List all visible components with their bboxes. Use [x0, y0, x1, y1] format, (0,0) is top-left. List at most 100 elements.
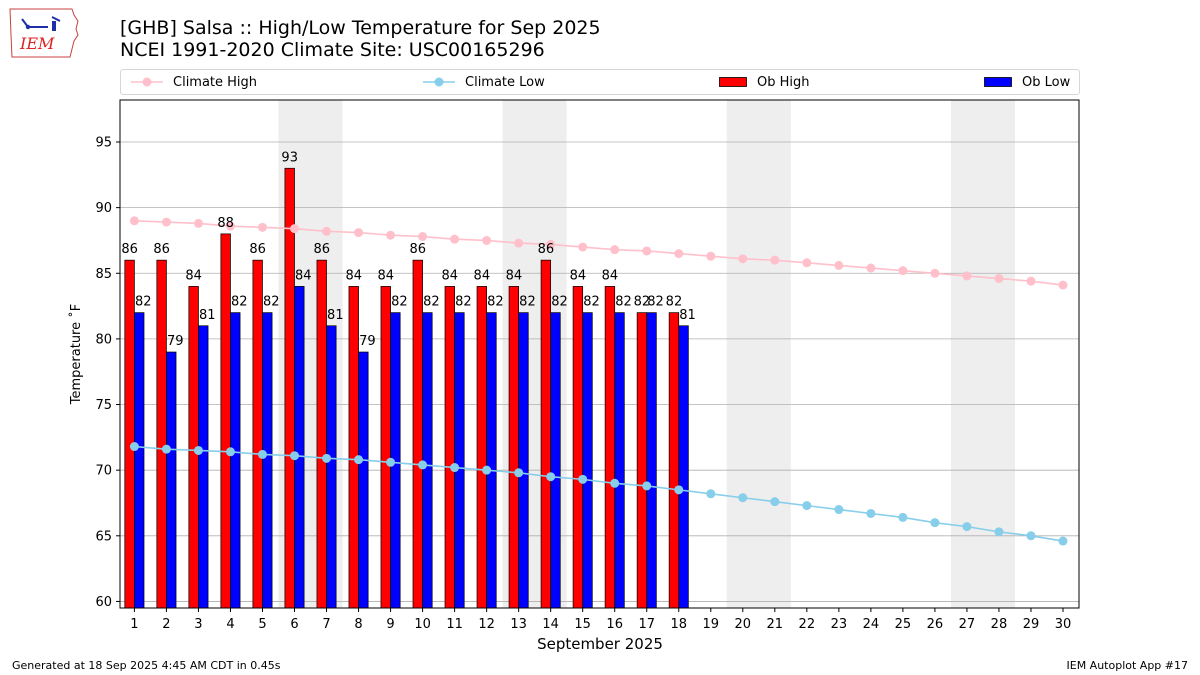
legend-label-climate-high: Climate High	[173, 74, 258, 90]
ob-low-value-label: 79	[167, 334, 184, 349]
ob-high-bar	[220, 233, 231, 609]
ob-low-value-label: 82	[231, 295, 248, 310]
ob-high-value-label: 84	[602, 268, 619, 283]
climate-low-point	[770, 497, 780, 507]
x-tick-label: 23	[831, 617, 848, 632]
ob-low-bar	[294, 286, 305, 609]
y-tick-label: 90	[95, 201, 112, 216]
ob-high-bar	[476, 286, 487, 609]
climate-high-point	[866, 263, 876, 273]
climate-low-point	[225, 447, 235, 457]
footer-app-text: IEM Autoplot App #17	[1066, 659, 1189, 672]
ob-low-value-label: 81	[679, 308, 696, 323]
ob-low-value-label: 82	[583, 295, 600, 310]
ob-low-bar	[678, 325, 689, 609]
climate-low-point	[930, 518, 940, 528]
y-tick-label: 95	[95, 136, 112, 151]
climate-lines	[129, 216, 1068, 546]
x-tick-label: 25	[895, 617, 912, 632]
legend-item-climate-low: Climate Low	[423, 70, 545, 94]
ob-high-bar	[156, 259, 167, 609]
gridlines	[120, 141, 1079, 602]
ob-low-bar	[230, 312, 241, 609]
climate-high-point	[578, 242, 588, 252]
climate-low-point	[642, 481, 652, 491]
climate-low-point	[322, 453, 332, 463]
x-tick-label: 1	[130, 617, 138, 632]
climate-low-point	[386, 457, 396, 467]
ob-high-value-label: 84	[345, 268, 362, 283]
climate-low-point	[674, 485, 684, 495]
iem-logo: IEM	[8, 5, 82, 61]
ob-high-value-label: 88	[217, 216, 234, 231]
ob-low-bar	[134, 312, 145, 609]
x-tick-label: 21	[767, 617, 784, 632]
climate-low-point	[738, 493, 748, 503]
climate-low-point	[610, 478, 620, 488]
ob-low-value-label: 82	[551, 295, 568, 310]
climate-high-point	[770, 255, 780, 265]
ob-high-value-label: 82	[666, 295, 683, 310]
ob-low-value-label: 82	[487, 295, 504, 310]
chart-title-block: [GHB] Salsa :: High/Low Temperature for …	[120, 17, 601, 61]
climate-high-point	[738, 254, 748, 264]
ob-low-value-label: 82	[135, 295, 152, 310]
ob-high-value-label: 86	[313, 242, 330, 257]
x-tick-label: 9	[386, 617, 394, 632]
climate-high-point	[129, 216, 139, 226]
weekend-band	[950, 100, 1015, 608]
ob-high-bar	[444, 286, 455, 609]
legend-swatch-ob-low	[984, 77, 1012, 87]
ob-low-value-label: 82	[455, 295, 472, 310]
climate-high-point	[386, 230, 396, 240]
ob-low-value-label: 82	[647, 295, 664, 310]
x-tick-label: 18	[670, 617, 687, 632]
ob-high-value-label: 84	[474, 268, 491, 283]
logo-text: IEM	[19, 34, 55, 53]
x-tick-label: 10	[414, 617, 431, 632]
x-axis-label: September 2025	[537, 635, 663, 653]
ob-high-value-label: 84	[442, 268, 459, 283]
legend-swatch-climate-low	[423, 77, 455, 87]
climate-low-line	[134, 445, 1064, 542]
climate-high-point	[898, 266, 908, 276]
ob-low-value-label: 82	[391, 295, 408, 310]
ob-low-bar	[518, 312, 529, 609]
climate-low-point	[418, 460, 428, 470]
legend-label-climate-low: Climate Low	[465, 74, 545, 90]
climate-high-point	[193, 218, 203, 228]
legend-swatch-climate-high	[131, 77, 163, 87]
climate-high-point	[161, 217, 171, 227]
ob-low-bar	[646, 312, 657, 609]
climate-low-point	[290, 451, 300, 461]
climate-high-point	[674, 249, 684, 259]
ob-low-value-label: 82	[615, 295, 632, 310]
climate-low-point	[706, 489, 716, 499]
ob-high-bar	[380, 286, 391, 609]
climate-low-point	[450, 463, 460, 473]
climate-high-point	[322, 226, 332, 236]
ob-high-bar	[412, 259, 423, 609]
ob-low-bar	[358, 351, 369, 609]
ob-high-value-label: 86	[153, 242, 170, 257]
climate-high-point	[610, 245, 620, 255]
x-tick-label: 26	[927, 617, 944, 632]
y-tick-label: 85	[95, 267, 112, 282]
ob-high-value-label: 82	[634, 295, 651, 310]
climate-low-point	[1058, 536, 1068, 546]
ob-low-value-label: 82	[519, 295, 536, 310]
legend-item-climate-high: Climate High	[131, 70, 257, 94]
legend-item-ob-high: Ob High	[719, 70, 810, 94]
ob-high-bar	[636, 312, 648, 609]
ob-low-value-label: 84	[295, 268, 312, 283]
ob-low-bar	[486, 312, 497, 609]
climate-low-point	[994, 527, 1004, 537]
ob-high-bar	[604, 286, 616, 609]
climate-high-point	[225, 221, 235, 231]
climate-high-point	[418, 232, 428, 242]
y-tick-label: 65	[95, 529, 112, 544]
x-tick-label: 12	[478, 617, 495, 632]
ob-low-bar	[550, 312, 561, 609]
